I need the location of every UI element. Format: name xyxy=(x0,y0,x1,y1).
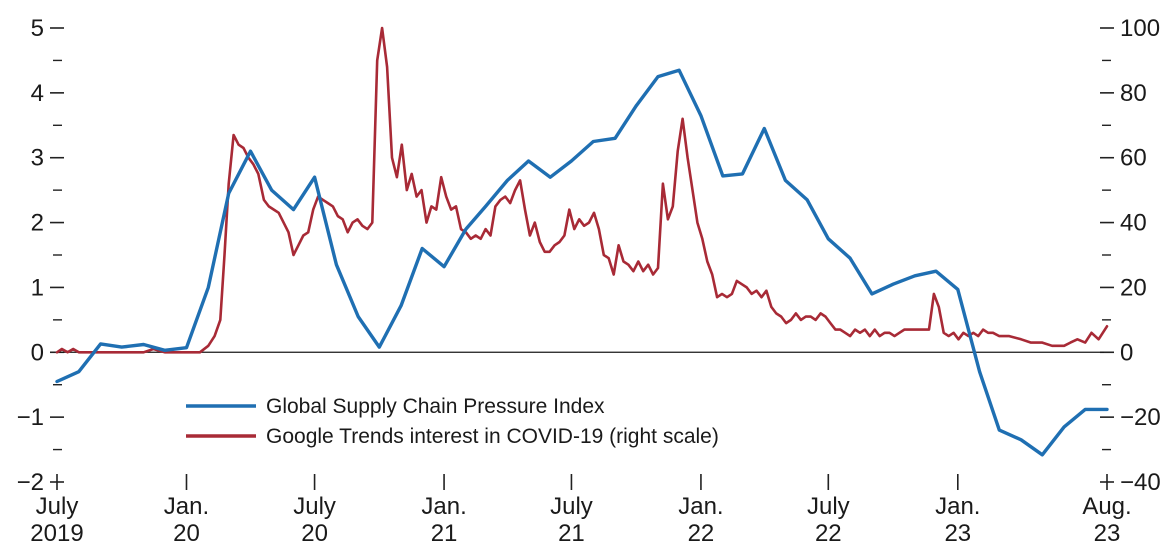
x-tick-label-year: 22 xyxy=(688,520,715,544)
legend-label-gscpi: Global Supply Chain Pressure Index xyxy=(266,395,605,418)
y-right-tick-label: −20 xyxy=(1120,404,1161,431)
x-tick-label-month: Jan. xyxy=(421,493,466,520)
y-right-tick-label: 80 xyxy=(1120,80,1147,107)
y-right-tick-label: 0 xyxy=(1120,339,1133,366)
series-line-gscpi xyxy=(55,68,1109,457)
y-right-tick-label: 40 xyxy=(1120,210,1147,237)
y-left-tick-label: 1 xyxy=(31,274,44,301)
x-tick-label-month: July xyxy=(807,493,850,520)
y-right-tick-label: −40 xyxy=(1120,469,1161,496)
y-left-tick-label: 4 xyxy=(31,80,44,107)
x-tick-label-year: 2019 xyxy=(30,520,83,544)
x-tick-label-year: 21 xyxy=(431,520,458,544)
x-tick-label-month: July xyxy=(293,493,336,520)
x-tick-label-year: 21 xyxy=(558,520,585,544)
legend-label-google-trends: Google Trends interest in COVID-19 (righ… xyxy=(266,425,719,448)
x-tick-label-month: Jan. xyxy=(678,493,723,520)
x-tick-label-year: 23 xyxy=(944,520,971,544)
x-tick-label-year: 22 xyxy=(815,520,842,544)
x-tick-label-month: Aug. xyxy=(1082,493,1131,520)
x-tick-label-year: 20 xyxy=(301,520,328,544)
y-left-tick-label: −1 xyxy=(17,404,44,431)
series-layer xyxy=(55,26,1109,457)
x-tick-label-year: 23 xyxy=(1094,520,1121,544)
legend: Global Supply Chain Pressure Index Googl… xyxy=(186,395,719,448)
x-tick-label-year: 20 xyxy=(173,520,200,544)
y-left-tick-label: 3 xyxy=(31,145,44,172)
y-left-tick-label: 2 xyxy=(31,210,44,237)
y-right-tick-label: 20 xyxy=(1120,274,1147,301)
axes-layer: −2−1012345−40−20020406080100July2019Jan.… xyxy=(17,15,1161,544)
x-tick-label-month: Jan. xyxy=(935,493,980,520)
x-tick-label-month: Jan. xyxy=(164,493,209,520)
x-tick-label-month: July xyxy=(550,493,593,520)
y-right-tick-label: 100 xyxy=(1120,15,1160,42)
y-left-tick-label: 0 xyxy=(31,339,44,366)
y-left-tick-label: −2 xyxy=(17,469,44,496)
x-tick-label-month: July xyxy=(36,493,79,520)
series-line-google-trends xyxy=(55,26,1109,354)
y-right-tick-label: 60 xyxy=(1120,145,1147,172)
y-left-tick-label: 5 xyxy=(31,15,44,42)
